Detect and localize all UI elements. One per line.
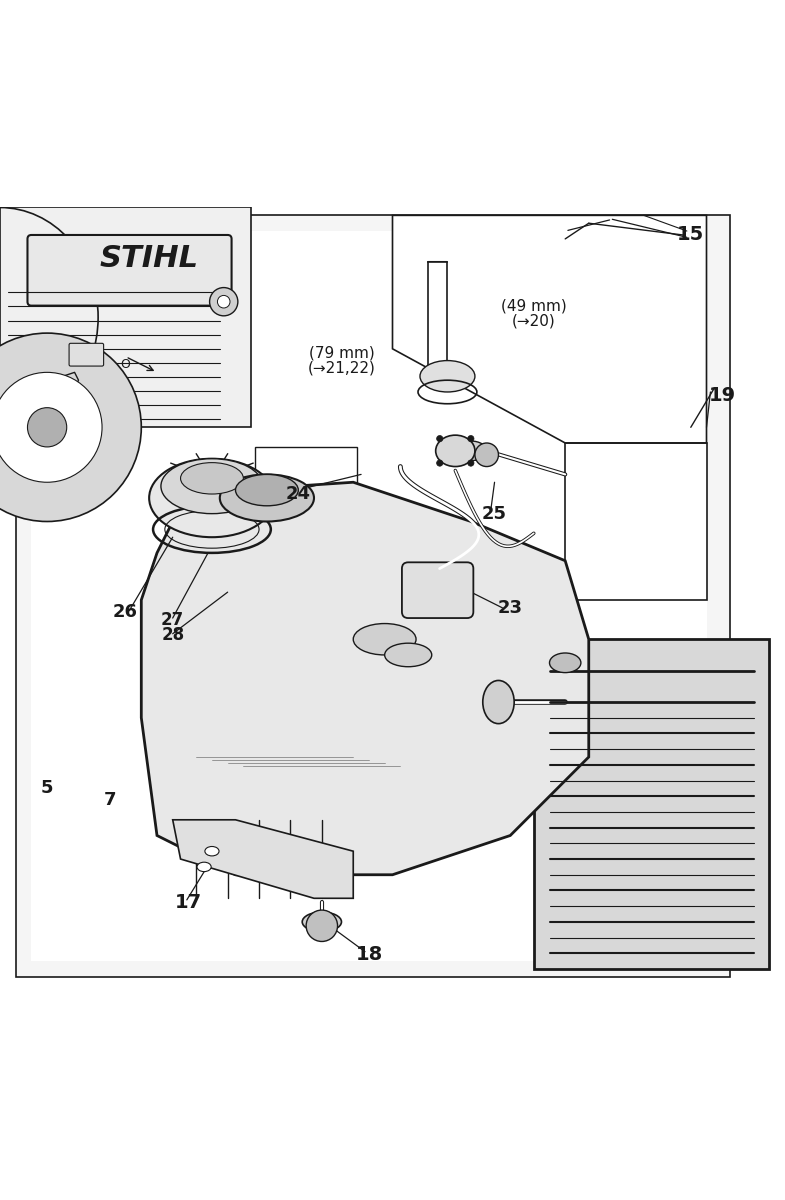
Ellipse shape <box>197 862 211 871</box>
Text: 19: 19 <box>709 386 736 406</box>
Text: (79 mm): (79 mm) <box>309 346 374 360</box>
Text: (→21,22): (→21,22) <box>308 361 375 376</box>
Circle shape <box>217 295 230 308</box>
Text: 5: 5 <box>41 780 53 797</box>
FancyBboxPatch shape <box>428 263 447 372</box>
Text: 24: 24 <box>286 485 311 503</box>
Text: 15: 15 <box>677 226 704 245</box>
Text: 28: 28 <box>161 626 184 644</box>
Text: (→20): (→20) <box>512 314 556 329</box>
Polygon shape <box>31 232 706 961</box>
Circle shape <box>0 372 102 482</box>
Text: 18: 18 <box>356 946 382 965</box>
FancyBboxPatch shape <box>27 235 232 306</box>
Ellipse shape <box>205 846 219 856</box>
Ellipse shape <box>220 474 314 522</box>
Text: 23: 23 <box>498 599 523 617</box>
Ellipse shape <box>181 463 243 494</box>
Text: O: O <box>121 358 130 371</box>
Circle shape <box>210 288 238 316</box>
Text: 26: 26 <box>113 602 138 620</box>
Ellipse shape <box>436 436 475 467</box>
Polygon shape <box>392 215 706 443</box>
Text: 7: 7 <box>104 791 116 809</box>
Text: 25: 25 <box>482 505 507 523</box>
Polygon shape <box>0 223 722 992</box>
Circle shape <box>0 334 141 522</box>
Ellipse shape <box>420 360 475 392</box>
Polygon shape <box>0 208 251 427</box>
FancyBboxPatch shape <box>402 563 473 618</box>
Ellipse shape <box>455 442 487 461</box>
FancyBboxPatch shape <box>69 343 104 366</box>
Ellipse shape <box>161 458 263 514</box>
Ellipse shape <box>149 458 275 538</box>
Polygon shape <box>141 482 589 875</box>
Circle shape <box>27 408 67 446</box>
Ellipse shape <box>236 474 298 505</box>
Ellipse shape <box>353 624 416 655</box>
Circle shape <box>306 910 338 942</box>
Circle shape <box>436 436 443 442</box>
Ellipse shape <box>550 653 581 673</box>
Ellipse shape <box>302 912 341 931</box>
FancyBboxPatch shape <box>255 446 357 526</box>
Text: 27: 27 <box>161 611 184 629</box>
Polygon shape <box>16 215 730 977</box>
Ellipse shape <box>483 680 514 724</box>
Circle shape <box>475 443 498 467</box>
Circle shape <box>436 460 443 467</box>
Polygon shape <box>173 820 353 899</box>
Circle shape <box>468 460 474 467</box>
Text: STIHL: STIHL <box>100 244 199 274</box>
Text: 17: 17 <box>175 893 202 912</box>
Circle shape <box>468 436 474 442</box>
Ellipse shape <box>385 643 432 667</box>
Text: (49 mm): (49 mm) <box>501 298 567 313</box>
Polygon shape <box>534 640 769 968</box>
